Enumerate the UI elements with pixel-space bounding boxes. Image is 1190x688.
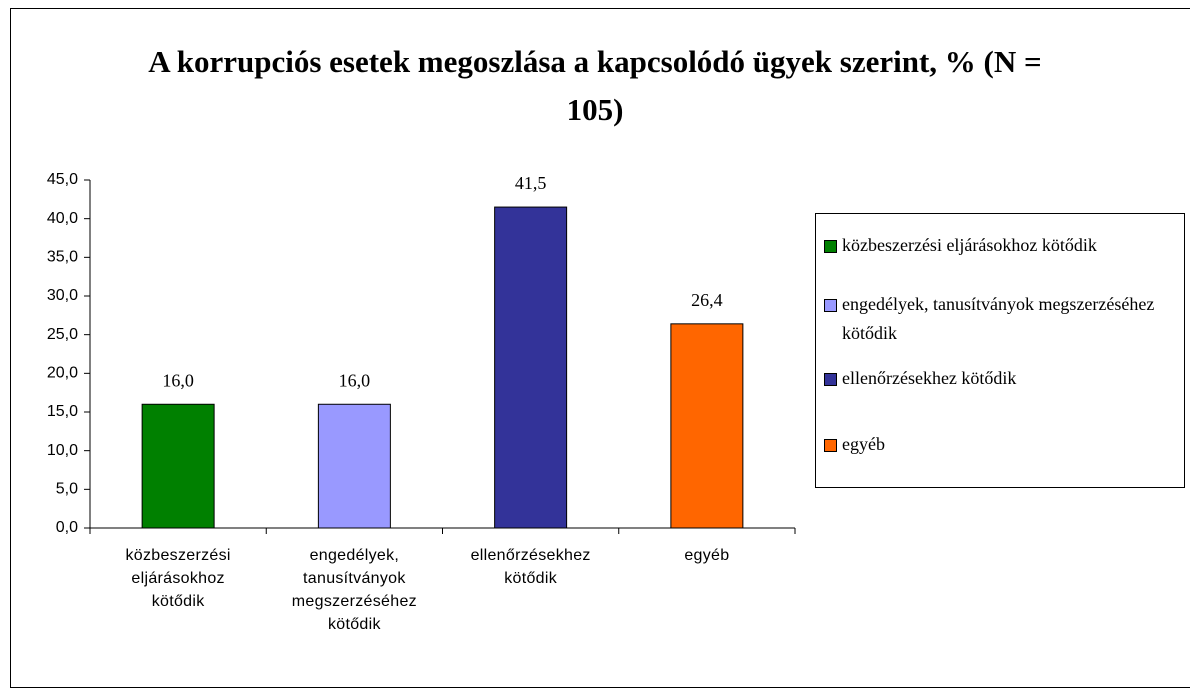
x-tick-label: egyéb (684, 547, 730, 564)
legend: közbeszerzési eljárásokhoz kötődik engedé… (815, 213, 1185, 488)
data-label: 16,0 (339, 370, 371, 390)
data-label: 26,4 (691, 290, 723, 310)
y-tick-label: 45,0 (47, 171, 78, 188)
legend-item: közbeszerzési eljárásokhoz kötődik (824, 231, 1179, 260)
bar (141, 403, 215, 529)
legend-label: egyéb (842, 434, 885, 454)
legend-swatch (824, 299, 837, 312)
data-label: 41,5 (515, 173, 547, 193)
y-tick-label: 10,0 (47, 442, 78, 459)
legend-swatch (824, 373, 837, 386)
y-tick-label: 0,0 (56, 519, 78, 536)
x-tick-label: ellenőrzésekhez kötődik (470, 547, 591, 587)
y-tick-label: 35,0 (47, 249, 78, 266)
x-tick-label: közbeszerzési eljárásokhoz kötődik (125, 547, 231, 610)
legend-item: egyéb (824, 430, 1179, 459)
legend-swatch (824, 439, 837, 452)
legend-swatch (824, 240, 837, 253)
y-tick-label: 30,0 (47, 287, 78, 304)
y-tick-label: 5,0 (56, 481, 78, 498)
y-tick-label: 40,0 (47, 210, 78, 227)
legend-item: engedélyek, tanusítványok megszerzéséhez… (824, 290, 1179, 348)
bar (317, 403, 391, 529)
data-label: 16,0 (162, 370, 194, 390)
bar (494, 206, 568, 529)
y-tick-label: 15,0 (47, 403, 78, 420)
legend-label: ellenőrzésekhez kötődik (842, 368, 1017, 388)
legend-item: ellenőrzésekhez kötődik (824, 364, 1179, 393)
chart-title: A korrupciós esetek megoszlása a kapcsol… (148, 44, 1042, 127)
y-tick-label: 25,0 (47, 326, 78, 343)
y-tick-label: 20,0 (47, 365, 78, 382)
x-tick-label: engedélyek, tanusítványok megszerzéséhez… (291, 547, 417, 633)
legend-label: engedélyek, tanusítványok megszerzéséhez… (842, 294, 1155, 343)
legend-label: közbeszerzési eljárásokhoz kötődik (842, 235, 1097, 255)
bar (670, 323, 744, 529)
